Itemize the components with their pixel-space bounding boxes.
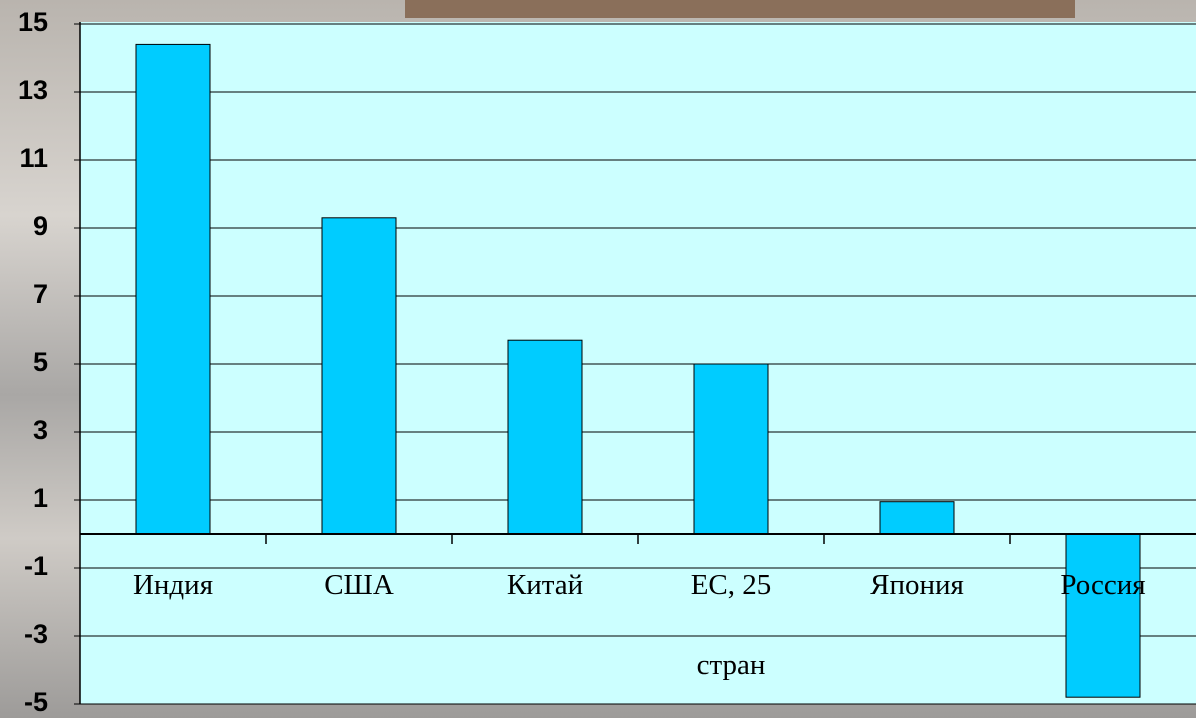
bar — [135, 43, 211, 535]
y-tick-label: 5 — [33, 347, 48, 377]
x-tick-label: Индия — [132, 569, 214, 601]
bar — [321, 217, 397, 535]
y-tick-label: 13 — [18, 75, 48, 105]
y-tick-label: 7 — [33, 279, 48, 309]
y-tick-label: 9 — [33, 211, 48, 241]
y-tick-label: 15 — [18, 7, 48, 37]
y-tick-label: -5 — [24, 687, 48, 717]
y-tick-label: -3 — [24, 619, 48, 649]
y-tick-label: 1 — [33, 483, 48, 513]
top-image-strip — [405, 0, 1075, 18]
x-tick-label: Китай — [506, 569, 584, 601]
plot-area — [80, 22, 1196, 704]
y-tick-label: -1 — [24, 551, 48, 581]
y-tick-label: 11 — [19, 143, 48, 173]
bar — [879, 501, 955, 535]
x-tick-label: США — [324, 569, 394, 601]
bar — [693, 363, 769, 535]
y-tick-label: 3 — [33, 415, 48, 445]
x-tick-label: Россия — [1060, 569, 1146, 601]
x-tick-label: ЕС, 25 стран — [690, 569, 772, 681]
bar — [507, 339, 583, 535]
x-tick-label: Япония — [870, 569, 964, 601]
bar — [1065, 533, 1141, 698]
